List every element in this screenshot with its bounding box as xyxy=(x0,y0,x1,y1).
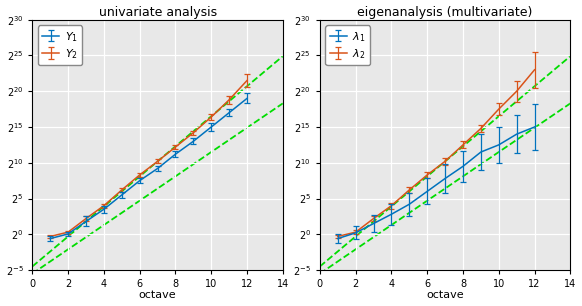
Title: eigenanalysis (multivariate): eigenanalysis (multivariate) xyxy=(357,6,533,19)
X-axis label: octave: octave xyxy=(139,290,176,300)
Title: univariate analysis: univariate analysis xyxy=(98,6,217,19)
Legend: $\lambda_1$, $\lambda_2$: $\lambda_1$, $\lambda_2$ xyxy=(325,25,370,65)
Legend: $Y_1$, $Y_2$: $Y_1$, $Y_2$ xyxy=(38,25,82,65)
X-axis label: octave: octave xyxy=(426,290,464,300)
